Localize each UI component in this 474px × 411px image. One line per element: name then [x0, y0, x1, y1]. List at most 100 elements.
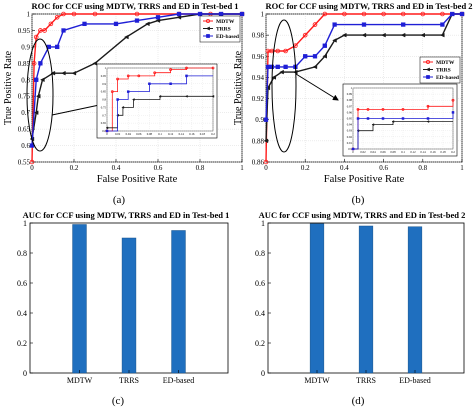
caption-d: (d): [352, 395, 365, 407]
series-line-trrs: [265, 13, 462, 141]
point-mdtw: [400, 11, 406, 17]
x-tick-label: 0.2: [70, 164, 79, 172]
inset-point-trrs: [158, 94, 162, 98]
point-ed-based: [176, 11, 182, 17]
point-mdtw: [342, 11, 347, 17]
point-trrs: [381, 32, 386, 38]
x-tick-label: 0: [30, 164, 34, 172]
point-trrs: [35, 93, 41, 99]
point-trrs: [420, 32, 425, 38]
inset-y-tick-label: 0.65: [101, 121, 107, 125]
panel-b-title: ROC for CCF using MDTW, TRRS and ED in T…: [265, 1, 472, 11]
legend-label: MDTW: [436, 60, 455, 66]
point-ed-based: [303, 54, 308, 59]
point-mdtw: [48, 21, 54, 27]
inset-y-tick-label: 0.92: [347, 135, 353, 139]
inset-point-mdtw: [116, 77, 119, 81]
point-trrs: [279, 69, 284, 75]
y-tick-label: 0.8: [255, 249, 265, 258]
inset-point-ed-based: [451, 111, 455, 114]
x-tick-label: 0.8: [418, 164, 427, 172]
point-ed-based: [361, 22, 367, 27]
inset-x-tick-label: 0.1: [158, 132, 162, 136]
point-trrs: [439, 32, 445, 38]
caption-c: (c): [112, 395, 125, 407]
inset-point-mdtw: [153, 71, 157, 75]
panel-a-inset: 0 0.02 0.04 0.06 0.08 0.1 0.12 0.14 0.16 0.18 0.2 0…: [96, 63, 218, 139]
inset-x-tick-label: 0.06: [380, 150, 386, 154]
inset-point-ed-based: [426, 117, 430, 120]
x-tick-label: TRRS: [119, 376, 139, 385]
inset-point-mdtw: [401, 107, 405, 111]
inset-point-ed-based: [401, 117, 405, 120]
legend-marker: [425, 60, 430, 65]
panel-b-zoom-arrow: [295, 73, 339, 101]
point-ed-based: [61, 28, 66, 33]
point-mdtw: [134, 11, 140, 17]
panel-a-zoom-ellipse: [26, 38, 54, 152]
inset-y-tick-label: 0.98: [347, 98, 353, 102]
panel-b-roc: ROC for CCF using MDTW, TRRS and ED in T…: [233, 1, 473, 185]
y-tick-label: 0.75: [18, 93, 31, 101]
point-ed-based: [263, 117, 269, 122]
point-trrs: [61, 70, 66, 76]
x-tick-label: 0.6: [154, 164, 163, 172]
x-tick-label: 0.4: [112, 164, 121, 172]
inset-x-tick-label: 0.16: [430, 150, 436, 154]
point-mdtw: [275, 48, 281, 54]
inset-y-tick-label: 0.97: [347, 104, 353, 108]
point-mdtw: [420, 11, 426, 17]
panel-a-ylabel: True Positive Rate: [3, 50, 14, 125]
bar-ed-based: [171, 230, 186, 374]
x-tick-label: MDTW: [67, 376, 93, 385]
point-trrs: [71, 70, 77, 76]
point-mdtw: [312, 22, 318, 27]
y-tick-label: 0: [261, 369, 265, 378]
y-tick-label: 0.92: [252, 95, 265, 103]
inset-point-trrs: [371, 123, 375, 127]
x-tick-label: 1: [240, 164, 244, 172]
y-tick-label: 0.86: [252, 159, 265, 167]
y-tick-label: 0.7: [21, 109, 30, 117]
point-mdtw: [92, 11, 98, 17]
y-tick-label: 0: [23, 369, 27, 378]
inset-point-mdtw: [211, 66, 215, 70]
x-tick-label: 0.4: [340, 164, 349, 172]
panel-c-auc: AUC for CCF using MDTW, TRRS and ED in T…: [17, 210, 229, 385]
panel-c-bars: [72, 224, 186, 374]
inset-point-trrs: [131, 98, 135, 101]
point-trrs: [341, 32, 347, 38]
y-tick-label: 0.55: [18, 159, 31, 167]
point-ed-based: [134, 18, 140, 23]
point-mdtw: [54, 14, 60, 20]
x-tick-label: 0: [264, 164, 268, 172]
caption-b: (b): [352, 194, 365, 206]
x-tick-label: 0.6: [379, 164, 388, 172]
panel-b-inset: 0 0.02 0.04 0.06 0.08 0.1 0.12 0.14 0.16 0.18 0.2 0…: [342, 83, 458, 157]
panel-b-zoom-ellipse: [271, 19, 297, 153]
inset-point-mdtw: [126, 74, 130, 78]
point-ed-based: [34, 77, 39, 82]
panel-b-ylabel: True Positive Rate: [233, 50, 244, 125]
panel-c-title: AUC for CCF using MDTW, TRRS and ED in T…: [23, 210, 230, 220]
inset-y-tick-label: 0.93: [347, 129, 353, 133]
point-ed-based: [197, 11, 203, 17]
point-ed-based: [265, 64, 271, 70]
bar-trrs: [358, 225, 374, 374]
point-trrs: [176, 14, 182, 20]
inset-x-tick-label: 0.2: [451, 150, 455, 154]
y-tick-label: 1: [261, 219, 265, 228]
caption-a: (a): [113, 194, 126, 206]
inset-x-tick-label: 0.02: [360, 150, 366, 154]
point-trrs: [50, 70, 56, 76]
inset-y-tick-label: 0.9: [102, 82, 106, 86]
inset-point-ed-based: [169, 82, 172, 85]
y-tick-label: 0.9: [255, 116, 264, 124]
point-ed-based: [218, 11, 224, 17]
y-tick-label: 0.95: [18, 27, 31, 35]
inset-point-ed-based: [116, 98, 119, 101]
point-mdtw: [381, 11, 386, 17]
point-mdtw: [42, 28, 47, 33]
point-mdtw: [71, 11, 77, 17]
y-tick-label: 0.9: [21, 43, 30, 51]
